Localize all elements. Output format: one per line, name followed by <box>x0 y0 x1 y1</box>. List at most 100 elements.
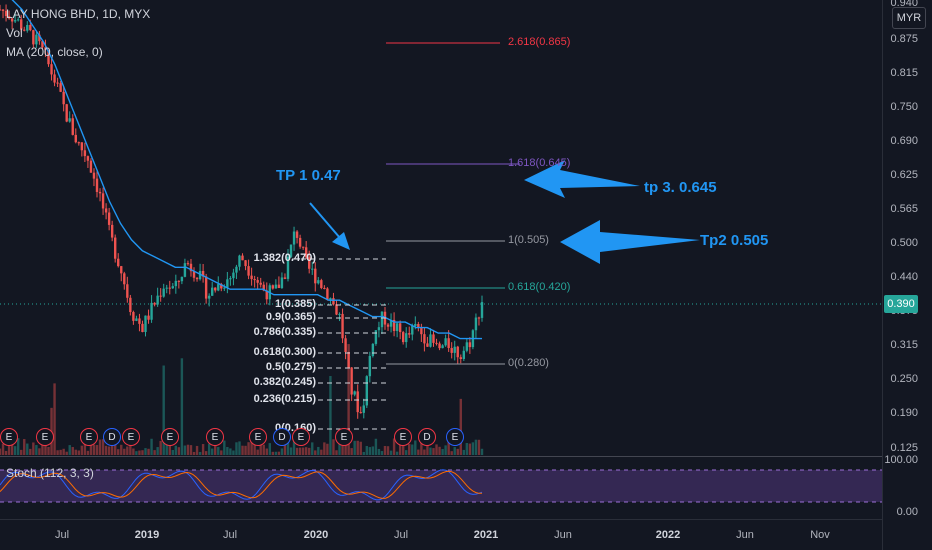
candle-body <box>138 318 141 324</box>
volume-bar <box>56 450 59 455</box>
volume-bar <box>220 450 223 455</box>
candle-body <box>323 287 326 289</box>
earnings-badge[interactable]: E <box>122 428 140 446</box>
volume-bar <box>314 450 317 455</box>
candle-body <box>308 257 311 269</box>
volume-bar <box>74 449 77 455</box>
tp1-arrowhead <box>332 232 350 250</box>
volume-bar <box>283 444 287 455</box>
fib-ret-label: 0.9(0.365) <box>265 311 316 323</box>
volume-label[interactable]: Vol <box>6 26 23 40</box>
currency-button[interactable]: MYR <box>892 7 926 29</box>
candle-body <box>286 256 290 279</box>
volume-bar <box>450 451 453 455</box>
tp3-annotation[interactable]: tp 3. 0.645 <box>644 179 717 196</box>
volume-bar <box>271 451 275 455</box>
earnings-badge[interactable]: E <box>161 428 179 446</box>
candle-body <box>241 255 244 261</box>
candle-body <box>159 295 162 297</box>
candle-body <box>168 287 171 289</box>
volume-bar <box>113 438 117 455</box>
volume-bar <box>244 445 247 455</box>
fib-ret-label: 0.5(0.275) <box>265 361 316 373</box>
candle-body <box>95 178 99 192</box>
volume-bar <box>83 443 87 455</box>
volume-bar <box>7 444 11 455</box>
candle-body <box>280 277 284 288</box>
candle-body <box>274 284 278 289</box>
earnings-badge[interactable]: E <box>249 428 267 446</box>
earnings-badge[interactable]: E <box>292 428 310 446</box>
volume-bar <box>98 439 102 455</box>
candle-body <box>50 64 53 75</box>
tp1-annotation[interactable]: TP 1 0.47 <box>276 167 341 184</box>
candle-body <box>220 284 223 289</box>
ma-label[interactable]: MA (200, close, 0) <box>6 45 103 59</box>
volume-bar <box>59 449 62 455</box>
volume-bar <box>383 445 387 455</box>
time-tick: Jun <box>554 529 572 541</box>
dividend-badge[interactable]: E <box>446 428 464 446</box>
volume-bar <box>141 450 144 455</box>
candle-body <box>13 20 17 22</box>
earnings-badge[interactable]: D <box>418 428 436 446</box>
volume-bar <box>368 447 372 455</box>
volume-bar <box>68 445 71 455</box>
volume-bar <box>295 447 299 455</box>
volume-bar <box>441 449 444 455</box>
fib-retracement[interactable] <box>292 258 386 430</box>
volume-bar <box>65 451 68 455</box>
volume-bar <box>259 443 262 455</box>
time-tick: Jul <box>54 529 70 541</box>
volume-bar <box>256 449 259 455</box>
fib-ext-label: 0(0.280) <box>508 357 549 369</box>
candle-body <box>289 244 293 257</box>
earnings-badge[interactable]: E <box>0 428 18 446</box>
tp2-annotation[interactable]: Tp2 0.505 <box>700 232 769 249</box>
time-tick: 2022 <box>655 529 681 541</box>
volume-bar <box>241 445 244 455</box>
volume-bar <box>405 450 408 455</box>
candle-body <box>265 290 268 300</box>
volume-bar <box>308 447 311 455</box>
candle-body <box>74 134 77 143</box>
candle-body <box>411 326 414 335</box>
volume-bar <box>298 447 302 455</box>
volume-bar <box>426 445 429 455</box>
tp3-arrow <box>524 160 640 198</box>
candle-body <box>420 327 423 335</box>
ma-200-line <box>11 0 482 340</box>
earnings-badge[interactable]: E <box>335 428 353 446</box>
earnings-badge[interactable]: E <box>394 428 412 446</box>
dividend-badge[interactable]: D <box>103 428 121 446</box>
candle-body <box>480 302 484 318</box>
volume-bar <box>86 450 90 455</box>
price-tick: 0.315 <box>890 339 918 351</box>
dividend-badge[interactable]: D <box>273 428 291 446</box>
earnings-badge[interactable]: E <box>206 428 224 446</box>
symbol-title[interactable]: LAY HONG BHD, 1D, MYX <box>6 7 151 21</box>
volume-bar <box>389 450 393 455</box>
candle-body <box>477 317 481 319</box>
fib-ret-label: 0.236(0.215) <box>253 393 316 405</box>
candle-body <box>59 83 62 92</box>
candle-body <box>195 277 199 280</box>
volume-bar <box>359 441 362 455</box>
candle-body <box>426 343 429 347</box>
price-tick: 0.690 <box>890 135 918 147</box>
annotation-arrows[interactable] <box>309 160 700 264</box>
volume-bar <box>435 444 438 455</box>
candle-body <box>401 332 405 343</box>
volume-bar <box>344 441 347 455</box>
stoch-d-line <box>0 470 482 499</box>
candle-body <box>68 118 71 122</box>
earnings-badge[interactable]: E <box>80 428 98 446</box>
fib-extension[interactable] <box>386 42 520 365</box>
stoch-label[interactable]: Stoch (112, 3, 3) <box>6 466 94 480</box>
volume-bar <box>92 444 96 455</box>
earnings-badge[interactable]: E <box>36 428 54 446</box>
fib-ret-label: 0.786(0.335) <box>253 326 316 338</box>
price-candles <box>0 4 484 419</box>
volume-bar <box>465 442 469 455</box>
